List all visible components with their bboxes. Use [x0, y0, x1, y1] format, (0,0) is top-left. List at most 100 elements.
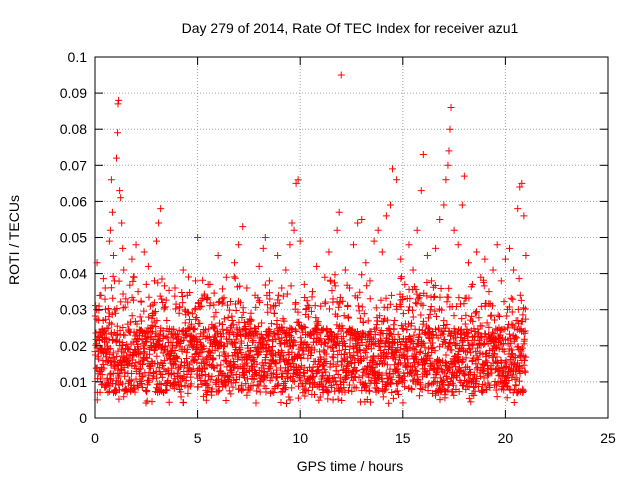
data-point: [414, 370, 422, 378]
data-point: [300, 323, 308, 331]
data-point: [409, 345, 417, 353]
data-point: [277, 340, 285, 348]
data-point: [200, 359, 208, 367]
data-point: [287, 325, 295, 333]
data-point: [278, 334, 286, 342]
data-point: [219, 330, 227, 338]
data-point: [279, 292, 287, 300]
data-point: [187, 373, 195, 381]
data-point: [161, 357, 169, 365]
data-point: [191, 306, 199, 314]
data-point: [117, 298, 125, 306]
data-point: [134, 288, 142, 296]
data-point: [139, 373, 147, 381]
data-point: [341, 266, 349, 274]
data-point: [487, 312, 495, 320]
data-point: [290, 377, 298, 385]
data-point: [99, 275, 107, 283]
data-point: [331, 334, 339, 342]
data-point: [186, 324, 194, 332]
data-point: [362, 383, 370, 391]
data-point: [477, 332, 485, 340]
data-point: [238, 314, 246, 322]
data-point: [400, 376, 408, 384]
data-point: [145, 378, 153, 386]
data-point: [182, 377, 190, 385]
data-point: [218, 295, 226, 303]
data-point: [439, 330, 447, 338]
data-point: [354, 219, 362, 227]
data-point: [273, 316, 281, 324]
data-point: [482, 350, 490, 358]
data-point: [304, 387, 312, 395]
data-point: [340, 312, 348, 320]
data-point: [478, 388, 486, 396]
data-point: [161, 342, 169, 350]
data-point: [292, 328, 300, 336]
data-point: [99, 317, 107, 325]
data-point: [105, 237, 113, 245]
data-point: [156, 292, 164, 300]
data-point: [286, 396, 294, 404]
data-point: [272, 360, 280, 368]
data-point: [385, 370, 393, 378]
data-point: [324, 388, 332, 396]
data-point: [363, 353, 371, 361]
x-axis-label: GPS time / hours: [297, 458, 404, 474]
data-point: [185, 273, 193, 281]
data-point: [438, 306, 446, 314]
data-point: [150, 299, 158, 307]
data-point: [162, 333, 170, 341]
data-point: [240, 319, 248, 327]
data-point: [437, 285, 445, 293]
data-point: [474, 344, 482, 352]
data-point: [485, 323, 493, 331]
data-point: [423, 252, 431, 260]
data-point: [232, 379, 240, 387]
data-point: [282, 329, 290, 337]
data-point: [521, 356, 529, 364]
data-point: [277, 399, 285, 407]
data-point: [134, 336, 142, 344]
data-point: [393, 305, 401, 313]
data-point: [105, 387, 113, 395]
data-point: [341, 388, 349, 396]
data-point: [312, 314, 320, 322]
data-point: [522, 315, 530, 323]
data-point: [266, 389, 274, 397]
data-point: [520, 335, 528, 343]
data-point: [116, 187, 124, 195]
data-point: [441, 391, 449, 399]
data-point: [313, 262, 321, 270]
data-point: [222, 397, 230, 405]
data-point: [401, 372, 409, 380]
data-point: [429, 330, 437, 338]
data-point: [106, 371, 114, 379]
data-point: [483, 358, 491, 366]
data-point: [269, 369, 277, 377]
data-point: [156, 380, 164, 388]
data-point: [407, 370, 415, 378]
data-point: [230, 362, 238, 370]
data-point: [492, 381, 500, 389]
data-point: [183, 291, 191, 299]
data-point: [370, 341, 378, 349]
data-point: [363, 282, 371, 290]
data-point: [331, 279, 339, 287]
data-point: [407, 319, 415, 327]
data-point: [205, 384, 213, 392]
data-point: [458, 358, 466, 366]
data-point: [185, 316, 193, 324]
data-point: [507, 294, 515, 302]
data-point: [472, 347, 480, 355]
x-tick-label: 5: [194, 430, 202, 446]
data-point: [499, 339, 507, 347]
data-point: [261, 281, 269, 289]
data-point: [93, 396, 101, 404]
data-point: [270, 309, 278, 317]
data-point: [358, 215, 366, 223]
data-point: [97, 367, 105, 375]
data-point: [198, 341, 206, 349]
data-point: [324, 342, 332, 350]
data-point: [124, 320, 132, 328]
